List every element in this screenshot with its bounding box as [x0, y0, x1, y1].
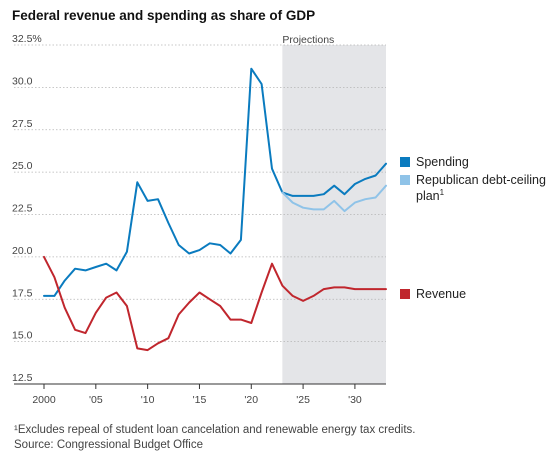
x-tick-label: 2000	[32, 394, 56, 406]
x-axis-ticks: 2000 '05 '10 '15 '20 '25 '30	[32, 384, 362, 406]
legend-swatch-spending	[400, 157, 410, 167]
legend-footnote-marker: 1	[440, 188, 445, 197]
x-tick-label: '10	[141, 394, 155, 406]
y-tick-label: 22.5	[12, 203, 33, 215]
projection-label: Projections	[282, 34, 334, 46]
line-spending	[43, 67, 387, 297]
y-tick-label: 15.0	[12, 330, 33, 342]
y-tick-label: 32.5%	[12, 33, 42, 45]
y-tick-label: 30.0	[12, 75, 33, 87]
y-tick-label: 25.0	[12, 160, 33, 172]
x-tick-label: '15	[193, 394, 207, 406]
legend-swatch-revenue	[400, 289, 410, 299]
legend-label-plan-line2: plan1	[416, 188, 445, 203]
y-tick-label: 27.5	[12, 118, 33, 130]
legend-label-spending: Spending	[416, 155, 469, 169]
line-plan	[281, 184, 387, 213]
y-axis-ticks: 12.5 15.0 17.5 20.0 22.5 25.0 27.5 30.0 32.5%	[12, 33, 42, 384]
line-revenue	[43, 255, 387, 352]
x-tick-label: '20	[244, 394, 258, 406]
source-note: Source: Congressional Budget Office	[14, 439, 204, 451]
gridlines	[14, 44, 386, 385]
x-tick-label: '30	[348, 394, 362, 406]
legend-label-revenue: Revenue	[416, 287, 466, 301]
y-tick-label: 17.5	[12, 287, 33, 299]
legend-label-plan: Republican debt-ceiling	[416, 173, 546, 187]
chart-title: Federal revenue and spending as share of…	[12, 8, 316, 23]
x-tick-label: '25	[296, 394, 310, 406]
series-lines	[43, 67, 387, 352]
legend-swatch-plan	[400, 175, 410, 185]
legend-label-plan-text: plan	[416, 189, 440, 203]
legend: Spending Republican debt-ceiling plan1 R…	[400, 155, 546, 301]
footnote: ¹Excludes repeal of student loan cancela…	[14, 424, 416, 436]
chart-footer: ¹Excludes repeal of student loan cancela…	[14, 423, 415, 453]
y-tick-label: 12.5	[12, 372, 33, 384]
x-tick-label: '05	[89, 394, 103, 406]
y-tick-label: 20.0	[12, 245, 33, 257]
